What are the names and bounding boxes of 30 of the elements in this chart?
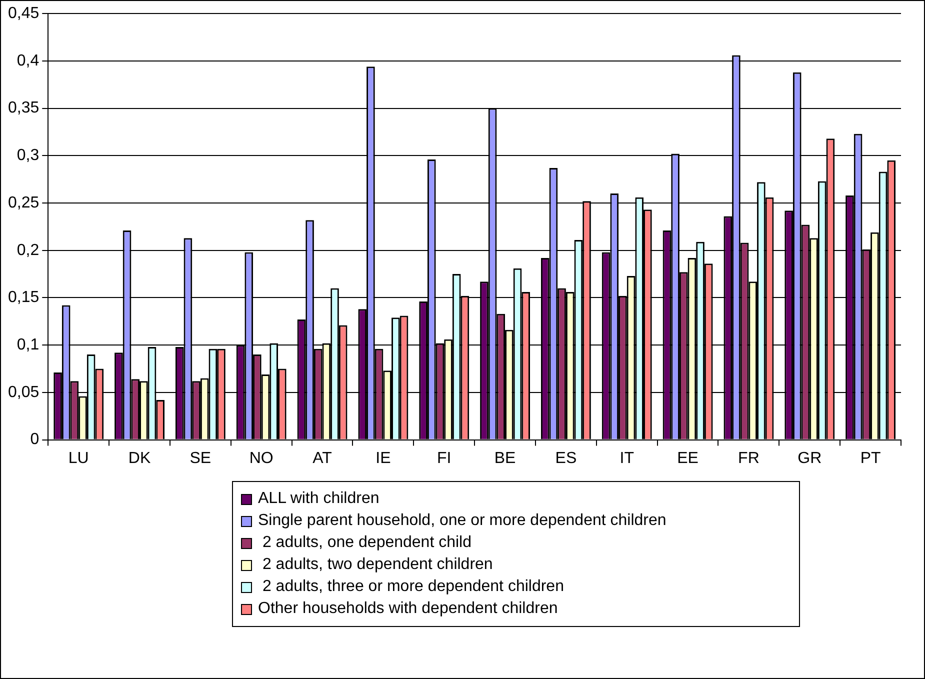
- x-tick-label: LU: [68, 450, 89, 467]
- x-tick-label: FI: [437, 450, 452, 467]
- x-tick-label: BE: [494, 450, 516, 467]
- y-tick-label: 0,15: [8, 289, 40, 306]
- legend-label: 2 adults, one dependent child: [261, 533, 472, 553]
- y-tick-label: 0,25: [8, 194, 40, 212]
- legend-label: Other households with dependent children: [258, 599, 558, 619]
- x-tick-label: PT: [860, 450, 881, 467]
- x-tick-label: GR: [798, 450, 822, 467]
- y-tick-label: 0,45: [8, 5, 40, 22]
- y-tick-label: 0,05: [8, 384, 40, 401]
- legend-label: 2 adults, two dependent children: [261, 555, 493, 575]
- y-tick-label: 0,2: [16, 242, 40, 259]
- x-tick-label: AT: [312, 450, 332, 467]
- y-tick-label: 0: [30, 431, 40, 448]
- x-tick-label: IE: [376, 450, 391, 467]
- x-tick-label: DK: [128, 450, 151, 467]
- x-tick-label: SE: [190, 450, 212, 467]
- x-tick-label: IT: [620, 450, 634, 467]
- y-tick-label: 0,35: [8, 100, 40, 117]
- legend-label: ALL with children: [258, 489, 380, 509]
- legend-label: Single parent household, one or more dependent children: [258, 511, 666, 531]
- y-tick-label: 0,4: [16, 52, 40, 70]
- x-tick-label: FR: [738, 450, 760, 467]
- y-tick-label: 0,3: [16, 147, 40, 164]
- legend-label: 2 adults, three or more dependent children: [261, 577, 564, 597]
- x-tick-label: NO: [249, 450, 274, 467]
- x-tick-label: ES: [555, 450, 577, 467]
- y-tick-label: 0,1: [16, 336, 40, 354]
- x-tick-label: EE: [677, 450, 698, 467]
